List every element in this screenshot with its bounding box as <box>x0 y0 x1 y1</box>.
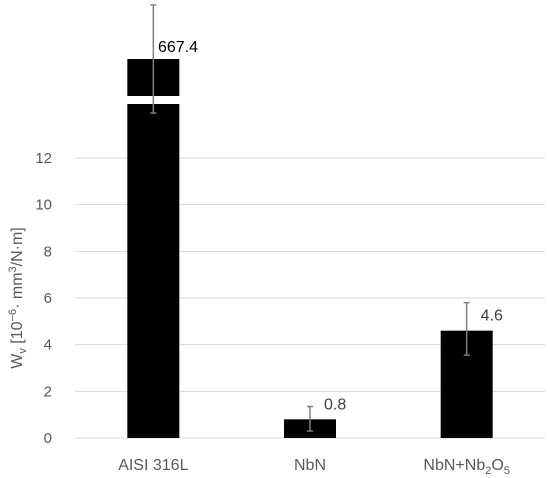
bar-aisi-316l-lower <box>127 104 180 438</box>
error-bars <box>150 4 470 432</box>
y-tick-label: 8 <box>44 243 52 260</box>
y-tick-labels: 0 2 4 6 8 10 12 <box>35 150 52 447</box>
y-tick-label: 0 <box>44 430 52 447</box>
y-tick-label: 4 <box>44 337 52 354</box>
error-bar <box>150 4 157 114</box>
y-tick-label: 10 <box>35 197 52 214</box>
y-axis-label: Wv [10−6· mm3/N·m] <box>7 227 29 369</box>
x-category-label: NbN+Nb2O5 <box>423 457 510 477</box>
x-category-label: AISI 316L <box>118 457 188 474</box>
y-tick-label: 2 <box>44 383 52 400</box>
x-category-label: NbN <box>294 457 326 474</box>
data-label: 667.4 <box>158 39 198 56</box>
x-category-labels: AISI 316L NbN NbN+Nb2O5 <box>118 457 510 477</box>
error-bar <box>463 301 470 356</box>
y-tick-label: 12 <box>35 150 52 167</box>
data-label: 0.8 <box>324 396 346 413</box>
y-tick-label: 6 <box>44 290 52 307</box>
data-labels: 667.4 0.8 4.6 <box>158 39 503 413</box>
data-label: 4.6 <box>481 308 503 325</box>
error-bar <box>307 405 313 432</box>
bars <box>127 59 493 438</box>
